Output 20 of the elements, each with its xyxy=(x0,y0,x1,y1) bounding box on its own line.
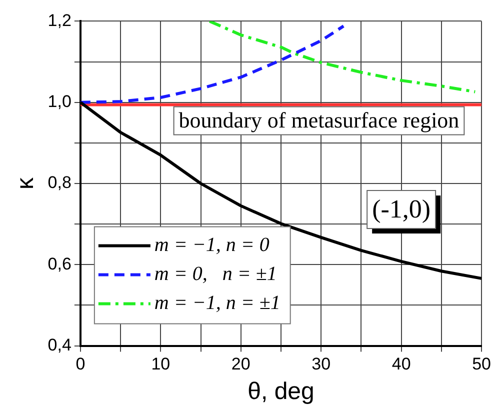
legend-label: m = −1, n = 0 xyxy=(154,234,270,256)
legend-label: m = 0, n = ±1 xyxy=(154,263,277,286)
y-tick-label: 1,0 xyxy=(48,92,72,112)
annotation: (-1,0) xyxy=(372,194,431,224)
x-tick-label: 0 xyxy=(76,354,86,374)
line-series xyxy=(80,24,346,104)
y-tick-label: 0,8 xyxy=(48,173,72,192)
legend-label: m = −1, n = ±1 xyxy=(154,292,280,314)
x-tick-label: 50 xyxy=(472,354,492,374)
line-series xyxy=(208,21,477,94)
x-axis-title: θ, deg xyxy=(248,378,314,406)
x-tick-label: 10 xyxy=(151,354,170,374)
ref-line-label: boundary of metasurface region xyxy=(178,108,460,133)
y-tick-label: 0,6 xyxy=(48,254,72,274)
y-axis-title: κ xyxy=(12,176,40,190)
x-tick-label: 30 xyxy=(312,354,331,374)
y-tick-label: 0,4 xyxy=(48,335,72,354)
y-tick-label: 1,2 xyxy=(48,10,72,30)
x-tick-label: 40 xyxy=(392,354,411,374)
x-tick-label: 20 xyxy=(231,354,250,374)
